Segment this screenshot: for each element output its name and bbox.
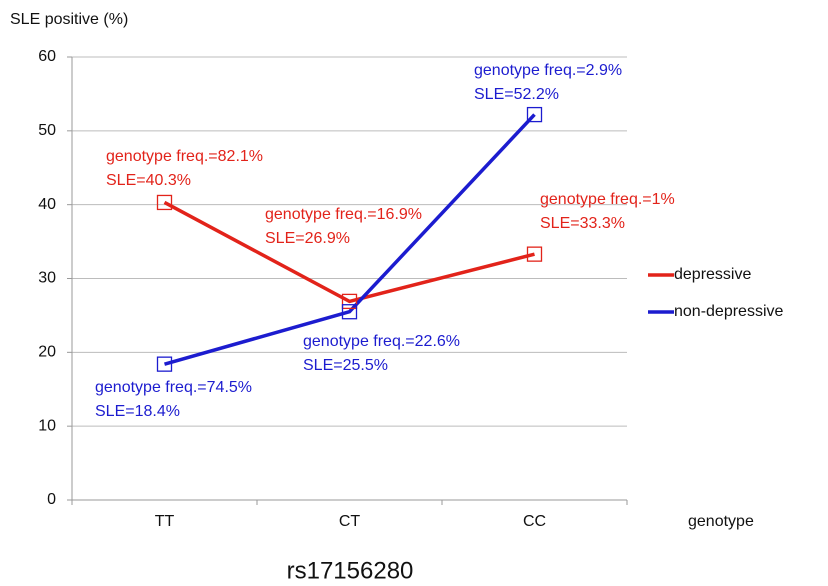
y-tick-label: 60 <box>38 48 56 65</box>
marker <box>156 194 173 211</box>
marker <box>156 356 173 372</box>
value-label: SLE=40.3% <box>106 172 191 189</box>
y-tick-label: 50 <box>38 122 56 139</box>
marker <box>341 304 358 320</box>
x-tick-label: CC <box>523 513 546 530</box>
y-tick-label: 0 <box>47 491 56 508</box>
value-label: SLE=18.4% <box>95 403 180 420</box>
y-axis-title: SLE positive (%) <box>10 11 128 28</box>
y-tick-label: 40 <box>38 196 56 213</box>
marker <box>526 106 543 123</box>
marker <box>526 246 543 262</box>
value-label: SLE=26.9% <box>265 230 350 247</box>
x-tick-label: TT <box>155 513 175 530</box>
annotation: genotype freq.=1% <box>540 191 675 208</box>
chart-subtitle: rs17156280 <box>287 557 414 584</box>
annotation: genotype freq.=22.6% <box>303 333 460 350</box>
value-label: SLE=33.3% <box>540 215 625 232</box>
legend-label: depressive <box>674 266 751 283</box>
value-label: SLE=25.5% <box>303 357 388 374</box>
x-tick-label: CT <box>339 513 361 530</box>
value-label: SLE=52.2% <box>474 86 559 103</box>
y-tick-label: 20 <box>38 344 56 361</box>
x-axis-title: genotype <box>688 513 754 530</box>
marker <box>341 293 358 310</box>
annotation: genotype freq.=16.9% <box>265 206 422 223</box>
y-tick-label: 30 <box>38 270 56 287</box>
line <box>164 113 536 366</box>
annotation: genotype freq.=2.9% <box>474 62 622 79</box>
legend-label: non-depressive <box>674 303 784 320</box>
annotation: genotype freq.=82.1% <box>106 148 263 165</box>
annotation: genotype freq.=74.5% <box>95 379 252 396</box>
line <box>163 200 535 304</box>
y-tick-label: 10 <box>38 417 56 434</box>
